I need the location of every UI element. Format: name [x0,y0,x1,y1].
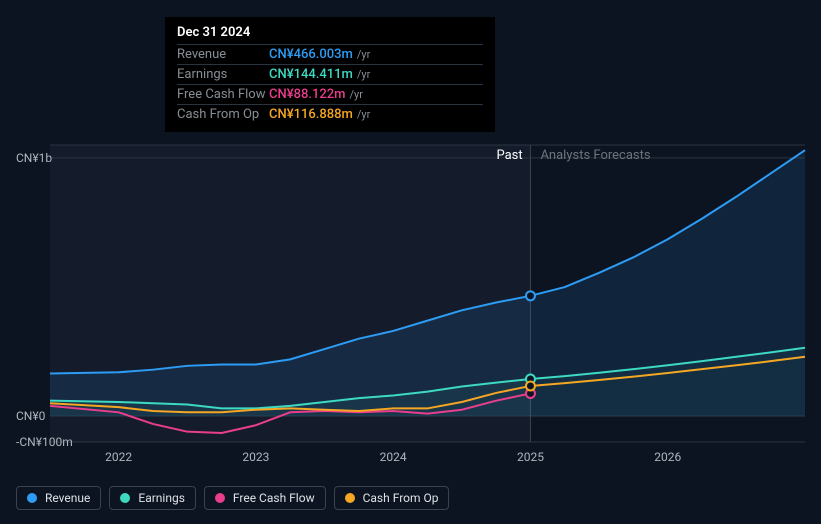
tooltip-row-unit: /yr [357,48,370,61]
x-axis-label: 2026 [654,450,681,464]
tooltip-row-value: CN¥144.411m [269,67,353,82]
tooltip-row: Free Cash FlowCN¥88.122m/yr [177,84,483,104]
tooltip-row: Cash From OpCN¥116.888m/yr [177,104,483,124]
legend-item-earnings[interactable]: Earnings [109,486,196,510]
tooltip-date: Dec 31 2024 [177,25,483,44]
y-axis-label: CN¥0 [16,409,45,423]
tooltip-row: EarningsCN¥144.411m/yr [177,64,483,84]
tooltip-row: RevenueCN¥466.003m/yr [177,44,483,64]
tooltip: Dec 31 2024 RevenueCN¥466.003m/yrEarning… [165,17,495,132]
tooltip-row-label: Cash From Op [177,107,269,122]
tooltip-row-unit: /yr [357,68,370,81]
legend-item-free-cash-flow[interactable]: Free Cash Flow [204,486,326,510]
forecast-label: Analysts Forecasts [540,148,650,163]
legend-swatch [120,493,130,503]
legend-swatch [215,493,225,503]
tooltip-row-label: Earnings [177,67,269,82]
x-axis-label: 2024 [380,450,407,464]
tooltip-row-unit: /yr [350,88,363,101]
legend-swatch [27,493,37,503]
x-axis-label: 2025 [517,450,544,464]
legend-label: Cash From Op [363,491,439,505]
past-label: Past [496,148,522,163]
tooltip-row-value: CN¥466.003m [269,47,353,62]
x-axis-label: 2023 [242,450,269,464]
legend-item-revenue[interactable]: Revenue [16,486,101,510]
x-axis-label: 2022 [105,450,132,464]
cfo-marker [526,381,535,390]
legend: Revenue Earnings Free Cash Flow Cash From O… [16,486,449,510]
legend-item-cash-from-op[interactable]: Cash From Op [334,486,450,510]
tooltip-row-value: CN¥88.122m [269,87,346,102]
revenue-marker [526,291,535,300]
legend-label: Revenue [45,491,90,505]
legend-label: Free Cash Flow [233,491,315,505]
y-axis-label: CN¥1b [16,151,52,165]
tooltip-row-label: Free Cash Flow [177,87,269,102]
legend-label: Earnings [138,491,185,505]
tooltip-row-value: CN¥116.888m [269,107,353,122]
tooltip-row-label: Revenue [177,47,269,62]
tooltip-row-unit: /yr [357,108,370,121]
y-axis-label: -CN¥100m [16,435,73,449]
legend-swatch [345,493,355,503]
